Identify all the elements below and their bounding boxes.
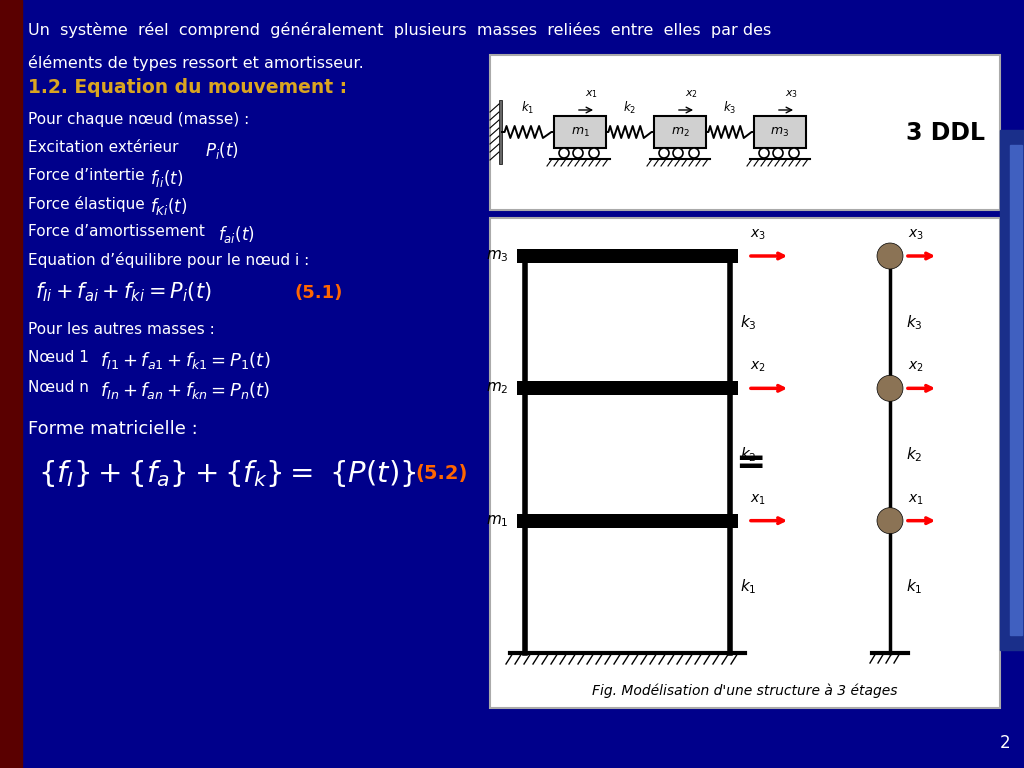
Text: Force élastique: Force élastique xyxy=(28,196,150,212)
Bar xyxy=(490,218,1000,708)
Bar xyxy=(554,116,606,148)
Text: $m_3$: $m_3$ xyxy=(486,248,509,264)
Text: Forme matricielle :: Forme matricielle : xyxy=(28,420,198,438)
Text: $k_3$: $k_3$ xyxy=(906,313,923,332)
Text: $f_{Ii} + f_{ai} + f_{ki} = P_i(t)$: $f_{Ii} + f_{ai} + f_{ki} = P_i(t)$ xyxy=(35,280,212,303)
Text: Excitation extérieur: Excitation extérieur xyxy=(28,140,188,155)
Text: éléments de types ressort et amortisseur.: éléments de types ressort et amortisseur… xyxy=(28,55,364,71)
Bar xyxy=(754,116,806,148)
Circle shape xyxy=(790,148,799,158)
Text: Nœud n: Nœud n xyxy=(28,380,94,395)
Text: $k_1$: $k_1$ xyxy=(740,578,757,596)
Text: Pour chaque nœud (masse) :: Pour chaque nœud (masse) : xyxy=(28,112,249,127)
Text: $x_1$: $x_1$ xyxy=(586,88,599,100)
Text: (5.2): (5.2) xyxy=(415,464,467,483)
Circle shape xyxy=(689,148,699,158)
Text: $k_1$: $k_1$ xyxy=(521,100,535,116)
Circle shape xyxy=(877,376,903,402)
Bar xyxy=(499,100,502,164)
Text: Nœud 1: Nœud 1 xyxy=(28,350,94,365)
Text: Un  système  réel  comprend  généralement  plusieurs  masses  reliées  entre  el: Un système réel comprend généralement pl… xyxy=(28,22,771,38)
Text: $m_2$: $m_2$ xyxy=(671,125,689,138)
Text: $f_{Ii}(t)$: $f_{Ii}(t)$ xyxy=(150,168,183,189)
Text: $f_{Ki}(t)$: $f_{Ki}(t)$ xyxy=(150,196,187,217)
Circle shape xyxy=(877,243,903,269)
Text: $P_i(t)$: $P_i(t)$ xyxy=(205,140,239,161)
Bar xyxy=(0,0,22,768)
Text: Equation d’équilibre pour le nœud i :: Equation d’équilibre pour le nœud i : xyxy=(28,252,309,268)
Text: $x_3$: $x_3$ xyxy=(785,88,799,100)
Text: $m_1$: $m_1$ xyxy=(486,513,509,528)
Text: (5.1): (5.1) xyxy=(295,284,343,302)
Text: Force d’amortissement: Force d’amortissement xyxy=(28,224,215,239)
Text: $x_3$: $x_3$ xyxy=(750,227,766,242)
Text: $x_3$: $x_3$ xyxy=(908,227,924,242)
Text: $f_{I1} + f_{a1} + f_{k1} = P_1(t)$: $f_{I1} + f_{a1} + f_{k1} = P_1(t)$ xyxy=(100,350,270,371)
Text: $k_3$: $k_3$ xyxy=(723,100,736,116)
Text: 1.2. Equation du mouvement :: 1.2. Equation du mouvement : xyxy=(28,78,347,97)
Circle shape xyxy=(673,148,683,158)
Circle shape xyxy=(759,148,769,158)
Text: 2: 2 xyxy=(999,734,1010,752)
Text: Pour les autres masses :: Pour les autres masses : xyxy=(28,322,215,337)
Bar xyxy=(1010,145,1022,635)
Text: $k_2$: $k_2$ xyxy=(624,100,637,116)
Text: $\{f_I\} + \{f_a\} + \{f_k\} =\ \{P(t)\}$: $\{f_I\} + \{f_a\} + \{f_k\} =\ \{P(t)\}… xyxy=(38,458,417,489)
Text: $x_1$: $x_1$ xyxy=(750,492,766,507)
Text: $m_1$: $m_1$ xyxy=(570,125,590,138)
Circle shape xyxy=(573,148,583,158)
Circle shape xyxy=(877,508,903,534)
Bar xyxy=(1000,130,1024,650)
Text: $f_{In} + f_{an} + f_{kn} = P_n(t)$: $f_{In} + f_{an} + f_{kn} = P_n(t)$ xyxy=(100,380,270,401)
Circle shape xyxy=(773,148,783,158)
Circle shape xyxy=(659,148,669,158)
Bar xyxy=(490,55,1000,210)
Text: $f_{ai}(t)$: $f_{ai}(t)$ xyxy=(218,224,255,245)
Text: $x_2$: $x_2$ xyxy=(750,360,766,374)
Text: $x_2$: $x_2$ xyxy=(685,88,698,100)
Bar xyxy=(654,116,706,148)
Circle shape xyxy=(559,148,569,158)
Text: $m_3$: $m_3$ xyxy=(770,125,790,138)
Text: Fig. Modélisation d'une structure à 3 étages: Fig. Modélisation d'une structure à 3 ét… xyxy=(592,684,898,698)
Text: $x_1$: $x_1$ xyxy=(908,492,924,507)
Bar xyxy=(517,382,738,396)
Bar xyxy=(517,249,738,263)
Text: $k_2$: $k_2$ xyxy=(906,445,923,464)
Text: $m_2$: $m_2$ xyxy=(486,380,509,396)
Text: $k_3$: $k_3$ xyxy=(740,313,757,332)
Text: =: = xyxy=(735,446,765,480)
Text: $k_1$: $k_1$ xyxy=(906,578,923,596)
Text: Force d’intertie: Force d’intertie xyxy=(28,168,150,183)
Text: $k_2$: $k_2$ xyxy=(740,445,757,464)
Bar xyxy=(517,514,738,528)
Text: 3 DDL: 3 DDL xyxy=(906,121,985,144)
Text: $x_2$: $x_2$ xyxy=(908,360,924,374)
Circle shape xyxy=(589,148,599,158)
